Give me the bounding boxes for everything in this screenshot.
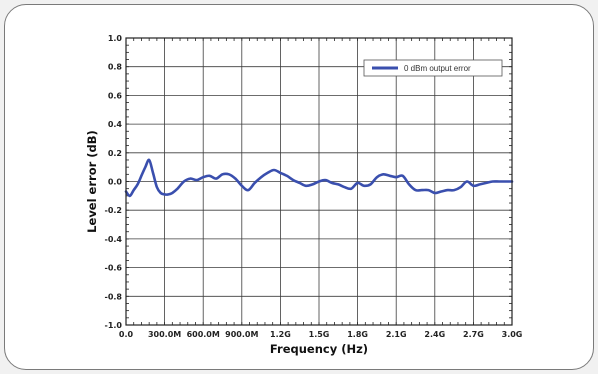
x-tick-label: 1.5G: [309, 330, 330, 339]
legend-label: 0 dBm output error: [404, 64, 471, 73]
y-tick-label: -0.4: [105, 235, 123, 244]
x-tick-label: 1.8G: [347, 330, 368, 339]
x-tick-label: 2.1G: [386, 330, 407, 339]
y-tick-label: -0.8: [105, 292, 123, 301]
y-tick-label: 0.2: [108, 149, 122, 158]
x-tick-label: 1.2G: [270, 330, 291, 339]
x-axis-title: Frequency (Hz): [270, 342, 368, 356]
y-axis-title: Level error (dB): [85, 130, 99, 233]
x-tick-label: 600.0M: [187, 330, 220, 339]
y-tick-label: 1.0: [108, 34, 123, 43]
legend-box: [363, 59, 503, 77]
plot-border: [125, 37, 513, 326]
legend: 0 dBm output error: [363, 59, 503, 77]
series-lines: [124, 158, 514, 198]
y-tick-label: -1.0: [105, 321, 123, 330]
y-tick-label: 0.4: [108, 120, 123, 129]
x-tick-label: 3.0G: [502, 330, 523, 339]
y-tick-label: -0.2: [105, 206, 123, 215]
x-tick-labels: 0.0 300.0M 600.0M 900.0M 1.2G 1.5G 1.8G 2.1G 2.4…: [119, 330, 522, 339]
y-tick-label: -0.6: [105, 264, 123, 273]
x-tick-label: 900.0M: [225, 330, 258, 339]
x-tick-label: 2.7G: [463, 330, 484, 339]
y-tick-labels: -1.0 -0.8 -0.6 -0.4 -0.2 0.0 0.2 0.4 0.6 0.8 1.0: [105, 34, 123, 330]
y-tick-label: 0.8: [108, 63, 123, 72]
x-tick-label: 0.0: [119, 330, 134, 339]
y-tick-label: 0.0: [108, 178, 123, 187]
series-line: [124, 158, 514, 198]
x-tick-label: 2.4G: [424, 330, 445, 339]
x-tick-label: 300.0M: [148, 330, 181, 339]
y-tick-label: 0.6: [108, 91, 123, 100]
